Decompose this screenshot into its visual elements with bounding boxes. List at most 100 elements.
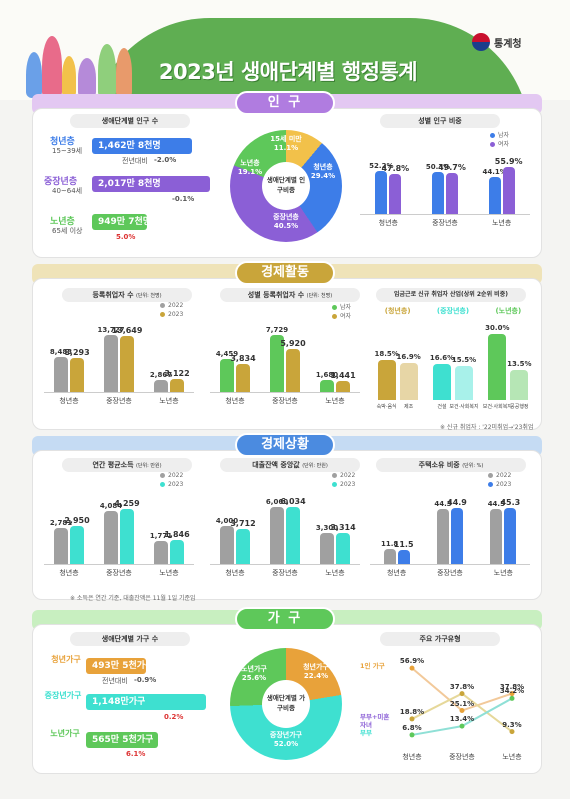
industry-label-1: 제조 xyxy=(404,404,414,410)
val-a-0: 4,459 xyxy=(215,350,239,359)
home-legend-2022: 2022 xyxy=(488,472,511,479)
industry-val-0: 18.5% xyxy=(374,349,399,358)
cat-0: 청년층 xyxy=(59,397,79,405)
bar-a-1 xyxy=(104,335,118,392)
pop-old-bar: 949만 7천명 xyxy=(92,214,151,230)
cat-2: 노년층 xyxy=(491,219,512,227)
pop-middle-range: 40~64세 xyxy=(52,187,83,195)
val-b-0: 8,293 xyxy=(64,347,90,357)
bar-b-1 xyxy=(286,507,300,564)
pop-young-bar: 1,462만 8천명 xyxy=(92,138,192,154)
bar-b-1 xyxy=(120,509,134,564)
axis xyxy=(44,564,194,565)
bar-b-1 xyxy=(120,335,134,392)
hh-young-change-label: 전년대비 xyxy=(102,677,128,685)
bar-b-2 xyxy=(504,507,517,564)
bar-a-0 xyxy=(54,528,68,564)
industry-val-3: 15.5% xyxy=(451,356,477,365)
val-a-1: 44.3 xyxy=(434,500,452,509)
pop-sex-chart: 52.2% 47.8% 청년층 50.3% 49.7% 중장년층 44.1% 55.9% 노년층 xyxy=(360,150,530,230)
hh-point-1-0 xyxy=(409,716,415,722)
industry-label-3: 보건·사회복지 xyxy=(449,404,479,410)
bar-b-2 xyxy=(170,540,184,564)
home-chart: 11.8 11.5 청년층 44.3 44.9 중장년층 44.5 45.3 노년층 xyxy=(370,488,530,580)
bar-a-1 xyxy=(432,172,444,214)
pop-donut-center: 생애단계별 인구비중 xyxy=(266,176,306,194)
pop-middle-change: -0.1% xyxy=(172,195,195,203)
axis xyxy=(370,564,530,565)
pop-count-panel: 청년층 15~39세 1,462만 8천명 전년대비 -2.0% 중장년층 40… xyxy=(42,134,217,252)
val-b-2: 1,846 xyxy=(164,530,190,540)
home-title: 주택소유 비중 (단위: %) xyxy=(376,458,526,472)
hh-val-1-1: 37.8% xyxy=(449,682,475,691)
population-section-pill: 인 구 xyxy=(235,91,335,115)
bar-a-1 xyxy=(270,507,284,564)
hh-middle-name: 중장년가구 xyxy=(44,691,82,700)
bar-a-1 xyxy=(437,509,449,564)
hh-count-title: 생애단계별 가구 수 xyxy=(70,632,190,646)
emp-legend-2022: 2022 xyxy=(160,302,183,309)
bar-a-2 xyxy=(320,533,334,564)
val-b-2: 55.9% xyxy=(494,157,523,167)
hh-old-name: 노년가구 xyxy=(50,729,80,738)
val-a-1: 7,729 xyxy=(265,326,289,335)
hh-val-2-2: 34.2% xyxy=(499,687,525,696)
val-a-2: 3,300 xyxy=(315,524,339,532)
industry-bar-2 xyxy=(433,363,451,400)
val-a-2: 1,680 xyxy=(315,370,339,379)
hh-point-2-1 xyxy=(459,723,465,729)
cat-1: 중장년층 xyxy=(272,397,298,405)
hh-point-2-0 xyxy=(409,732,415,738)
cat-1: 중장년층 xyxy=(106,397,132,405)
axis xyxy=(44,392,194,393)
pop-slice-under15: 15세 미만 11.1% xyxy=(270,135,302,152)
industry-bar-0 xyxy=(377,359,396,400)
pop-sex-legend-male: 남자 xyxy=(490,130,509,139)
hh-val-0-2: 37.8% xyxy=(499,682,525,691)
pop-slice-young: 청년층 29.4% xyxy=(310,163,336,180)
pop-old-name: 노년층 xyxy=(50,217,75,227)
val-b-1: 6,034 xyxy=(280,497,306,507)
family-illustration xyxy=(22,30,132,102)
cat-2: 노년층 xyxy=(493,569,513,577)
bar-a-2 xyxy=(154,380,168,392)
agency-name: 통계청 xyxy=(494,38,522,50)
bar-b-1 xyxy=(446,172,458,214)
hh-old-change: 6.1% xyxy=(126,750,146,758)
hh-point-2-2 xyxy=(509,695,515,701)
hh-val-0-0: 56.9% xyxy=(399,657,425,666)
cat-1: 중장년층 xyxy=(272,569,298,577)
industry-val-5: 13.5% xyxy=(507,360,532,369)
val-b-0: 3,712 xyxy=(230,519,256,529)
status-note: ※ 소득은 연간 기준, 대출잔액은 11월 1일 기준임 xyxy=(70,595,196,602)
val-a-2: 2,867 xyxy=(149,371,173,380)
cat-2: 노년층 xyxy=(159,397,179,405)
bar-b-2 xyxy=(336,381,350,392)
industry-val-1: 16.9% xyxy=(396,353,421,362)
hh-val-0-1: 25.1% xyxy=(449,699,475,708)
bar-a-2 xyxy=(488,177,501,214)
pop-young-range: 15~39세 xyxy=(52,147,83,155)
val-a-2: 1,771 xyxy=(149,532,173,541)
industry-chart: (청년층) (중장년층) (노년층) 18.5% 숙박·음식 16.9% 제조 16.6% 건설… xyxy=(370,300,536,420)
bar-b-0 xyxy=(389,174,402,214)
hh-val-2-1: 13.4% xyxy=(449,715,475,724)
bar-a-0 xyxy=(220,526,234,564)
bar-a-1 xyxy=(104,511,118,564)
cat-0: 청년층 xyxy=(378,219,398,227)
bar-b-2 xyxy=(502,167,515,214)
cat-0: 청년층 xyxy=(59,569,79,577)
industry-group-2: (노년층) xyxy=(495,307,522,315)
val-b-1: 4,259 xyxy=(114,499,140,508)
pop-sex-legend-female: 여자 xyxy=(490,139,509,148)
val-a-0: 2,781 xyxy=(49,519,73,528)
val-b-2: 3,122 xyxy=(164,369,190,379)
pop-slice-middle: 중장년층 40.5% xyxy=(273,213,299,230)
hh-point-0-2 xyxy=(509,691,515,697)
bar-a-2 xyxy=(320,379,334,392)
income-legend-2022: 2022 xyxy=(160,472,183,479)
hh-type-chart: 56.9% 25.1% 37.8% 1인 가구 18.8% 37.8% 9.3% 부부+미혼자… xyxy=(360,650,536,768)
val-b-2: 3,314 xyxy=(330,522,356,532)
income-title: 연간 평균소득 (단위: 만원) xyxy=(62,458,192,472)
val-b-0: 2,950 xyxy=(64,515,90,525)
